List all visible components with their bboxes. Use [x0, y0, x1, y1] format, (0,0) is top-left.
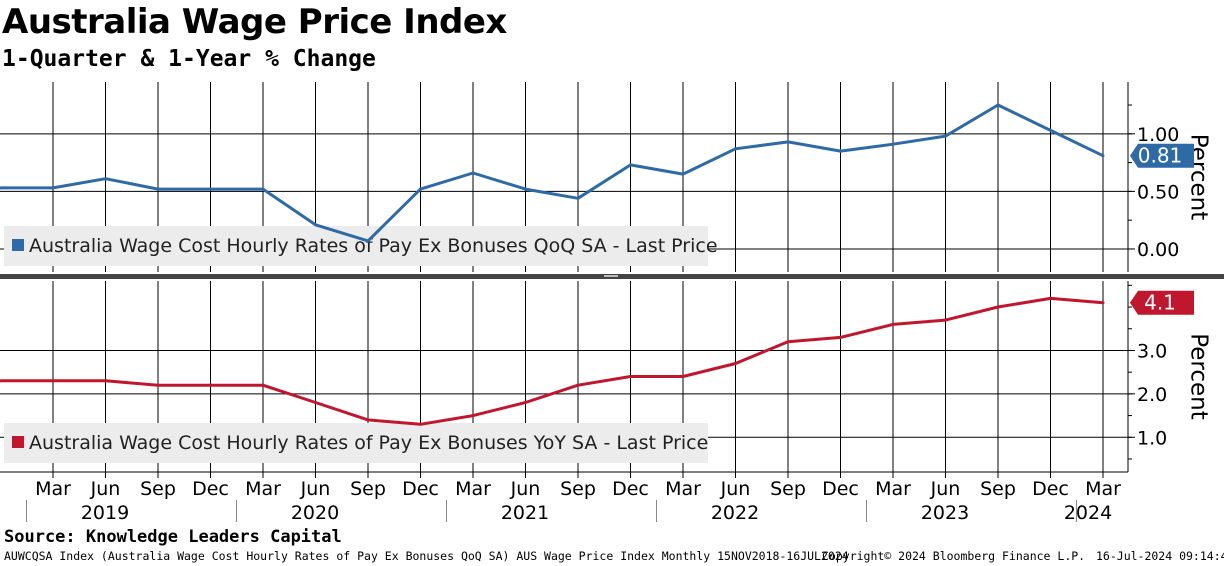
- chart-title: Australia Wage Price Index: [2, 2, 507, 42]
- data-point: [104, 379, 107, 383]
- x-tick-label: Sep: [350, 478, 386, 500]
- x-tick-label: Dec: [192, 478, 229, 500]
- legend-box: [4, 226, 708, 266]
- data-point: [576, 196, 580, 200]
- last-value-label: 0.81: [1138, 144, 1183, 168]
- data-point: [524, 187, 527, 191]
- legend-swatch: [12, 436, 24, 448]
- x-year-label: 2021: [501, 502, 549, 524]
- data-point: [996, 103, 1000, 107]
- data-point: [944, 318, 947, 322]
- data-point: [576, 383, 580, 387]
- data-point: [51, 186, 55, 190]
- data-point: [996, 305, 1000, 309]
- data-point: [734, 361, 737, 365]
- y-tick-label: 2.0: [1137, 384, 1167, 406]
- data-point: [681, 172, 685, 176]
- x-tick-label: Mar: [1085, 478, 1121, 500]
- last-value-tag: [1130, 143, 1194, 168]
- data-point: [524, 401, 527, 405]
- data-point: [209, 383, 212, 387]
- footer-timestamp: 16-Jul-2024 09:14:49: [1096, 549, 1224, 563]
- y-tick-label: 1.0: [1137, 427, 1167, 449]
- x-tick-label: Dec: [402, 478, 439, 500]
- data-point: [629, 375, 632, 378]
- data-point: [261, 383, 265, 387]
- chart-subtitle: 1-Quarter & 1-Year % Change: [2, 46, 376, 72]
- x-tick-label: Jun: [300, 478, 331, 500]
- chart-area: 0.00 0.50 1.00 Percent Australia Wage Cost H…: [0, 82, 1224, 524]
- x-tick-label: Dec: [822, 478, 859, 500]
- data-point: [0, 379, 2, 383]
- data-point: [419, 422, 422, 426]
- legend-label: Australia Wage Cost Hourly Rates of Pay …: [29, 235, 718, 257]
- data-point: [629, 163, 632, 167]
- x-tick-label: Sep: [140, 478, 176, 500]
- x-tick-label: Sep: [770, 478, 806, 500]
- data-point: [51, 379, 55, 383]
- data-point: [0, 186, 2, 190]
- y-tick-label: 3.0: [1137, 340, 1167, 362]
- data-point: [839, 149, 842, 153]
- data-point: [471, 414, 475, 418]
- data-point: [104, 177, 107, 181]
- x-tick-label: Sep: [560, 478, 596, 500]
- footer-copyright: Copyright© 2024 Bloomberg Finance L.P.: [822, 549, 1086, 563]
- data-point: [366, 239, 370, 243]
- data-point: [944, 134, 947, 138]
- x-tick-label: Jun: [510, 478, 541, 500]
- x-tick-label: Jun: [930, 478, 961, 500]
- last-value-label: 4.1: [1144, 291, 1176, 315]
- x-year-label: 2020: [291, 502, 339, 524]
- x-tick-label: Mar: [875, 478, 911, 500]
- data-point: [891, 322, 895, 326]
- x-year-label: 2024: [1064, 502, 1112, 524]
- x-tick-label: Mar: [35, 478, 71, 500]
- y-axis-title: Percent: [1186, 333, 1212, 420]
- last-value-tag: [1130, 290, 1194, 315]
- data-point: [839, 335, 842, 339]
- footer-description: AUWCQSA Index (Australia Wage Cost Hourl…: [4, 549, 849, 563]
- x-year-label: 2019: [81, 502, 129, 524]
- data-point: [366, 418, 370, 422]
- x-year-label: 2023: [921, 502, 969, 524]
- y-tick-label: 0.00: [1137, 239, 1179, 261]
- data-point: [734, 147, 737, 151]
- data-point: [314, 223, 317, 227]
- data-point: [156, 383, 160, 387]
- x-tick-label: Jun: [720, 478, 751, 500]
- x-tick-label: Jun: [90, 478, 121, 500]
- data-point: [156, 187, 160, 191]
- data-point: [891, 142, 895, 146]
- divider-handle: [604, 275, 618, 277]
- data-point: [1101, 154, 1105, 158]
- x-tick-label: Mar: [245, 478, 281, 500]
- data-point: [1101, 301, 1105, 305]
- x-tick-label: Dec: [612, 478, 649, 500]
- legend-swatch: [12, 239, 24, 251]
- data-point: [209, 187, 212, 191]
- series-line: [0, 103, 1104, 243]
- x-tick-label: Dec: [1032, 478, 1069, 500]
- x-tick-label: Mar: [455, 478, 491, 500]
- data-point: [419, 187, 422, 191]
- data-point: [786, 340, 790, 344]
- source-note: Source: Knowledge Leaders Capital: [4, 527, 342, 547]
- data-point: [1049, 128, 1052, 132]
- data-point: [471, 171, 475, 175]
- data-point: [261, 187, 265, 191]
- y-tick-label: 0.50: [1137, 181, 1179, 203]
- y-tick-label: 1.00: [1137, 124, 1179, 146]
- data-point: [786, 140, 790, 144]
- legend-label: Australia Wage Cost Hourly Rates of Pay …: [29, 432, 708, 454]
- x-tick-label: Mar: [665, 478, 701, 500]
- series-line: [0, 296, 1104, 426]
- data-point: [314, 401, 317, 405]
- data-point: [1049, 296, 1052, 300]
- legend-box: [4, 423, 708, 463]
- x-year-label: 2022: [711, 502, 759, 524]
- x-tick-label: Sep: [980, 478, 1016, 500]
- data-point: [681, 375, 685, 378]
